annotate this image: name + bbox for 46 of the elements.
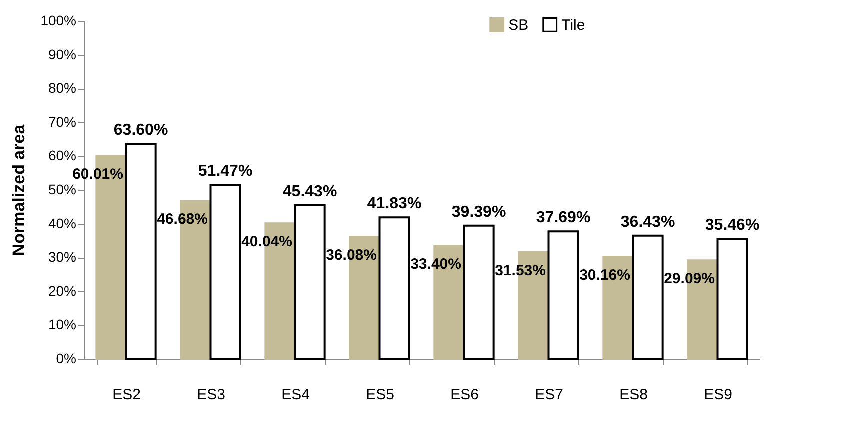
- data-label: 40.04%: [242, 234, 292, 251]
- x-tick-label: ES6: [450, 386, 479, 404]
- data-label: 35.46%: [705, 217, 760, 234]
- legend-label: Tile: [562, 16, 586, 34]
- data-label: 39.39%: [452, 204, 506, 221]
- bar: [716, 238, 748, 360]
- legend-label: SB: [508, 16, 529, 34]
- y-tick-label: 10%: [48, 316, 76, 333]
- y-tick-label: 80%: [48, 80, 76, 96]
- bar: [125, 143, 157, 360]
- bar: [294, 204, 326, 360]
- x-tick-label: ES9: [704, 386, 732, 404]
- x-tick-label: ES2: [112, 386, 141, 404]
- bar: [632, 234, 664, 360]
- x-tick-label: ES5: [366, 386, 394, 404]
- y-tick-label: 20%: [48, 282, 76, 299]
- data-label: 31.53%: [495, 262, 546, 280]
- y-tick-label: 70%: [48, 114, 76, 130]
- bar: [378, 216, 410, 360]
- data-label: 41.83%: [367, 196, 422, 213]
- data-label: 29.09%: [664, 270, 715, 288]
- y-tick-label: 40%: [48, 215, 76, 232]
- data-label: 51.47%: [198, 163, 253, 180]
- data-label: 30.16%: [580, 267, 630, 284]
- data-label: 45.43%: [282, 183, 338, 200]
- data-label: 36.08%: [326, 247, 377, 264]
- x-tick-label: ES8: [620, 386, 648, 404]
- data-label: 63.60%: [114, 122, 168, 140]
- y-tick-label: 100%: [40, 12, 76, 28]
- y-tick-label: 50%: [48, 182, 76, 198]
- x-tick-label: ES3: [197, 386, 226, 404]
- bar: [548, 230, 580, 360]
- bar: [210, 184, 242, 360]
- bar: [463, 224, 495, 360]
- y-tick-label: 90%: [48, 46, 76, 62]
- x-tick-label: ES4: [282, 386, 310, 404]
- y-axis-title: Normalized area: [10, 124, 29, 256]
- x-tick-label: ES7: [535, 386, 564, 404]
- y-tick-label: 30%: [48, 249, 76, 266]
- data-label: 46.68%: [157, 211, 208, 228]
- data-label: 37.69%: [536, 210, 591, 227]
- data-label: 60.01%: [72, 166, 124, 184]
- data-label: 33.40%: [410, 256, 462, 274]
- data-label: 36.43%: [620, 214, 676, 231]
- y-tick-label: 0%: [56, 350, 76, 366]
- y-tick-label: 60%: [48, 148, 76, 164]
